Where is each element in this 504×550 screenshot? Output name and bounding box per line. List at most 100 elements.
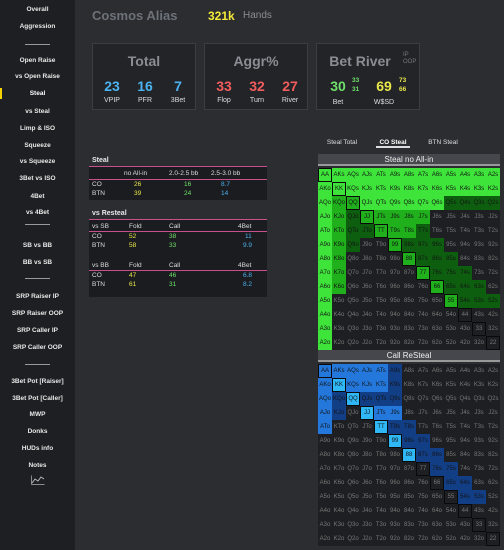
resteal-hand-cell[interactable]: 82o (402, 532, 416, 546)
resteal-hand-cell[interactable]: KJs (360, 378, 374, 392)
resteal-hand-cell[interactable]: 43o (458, 518, 472, 532)
steal-hand-cell[interactable]: J7s (416, 210, 430, 224)
steal-hand-cell[interactable]: 72s (486, 266, 500, 280)
steal-hand-cell[interactable]: ATo (318, 224, 332, 238)
resteal-hand-cell[interactable]: Q5o (346, 490, 360, 504)
resteal-hand-cell[interactable]: J9o (360, 434, 374, 448)
sidebar-item-vs-steal[interactable]: vs Steal (25, 108, 50, 115)
resteal-hand-cell[interactable]: Q7s (416, 392, 430, 406)
resteal-hand-cell[interactable]: 93s (472, 434, 486, 448)
steal-hand-cell[interactable]: 84o (402, 308, 416, 322)
steal-hand-cell[interactable]: K4s (458, 182, 472, 196)
resteal-hand-cell[interactable]: 92o (388, 532, 402, 546)
steal-hand-cell[interactable]: J8o (360, 252, 374, 266)
steal-hand-cell[interactable]: Q3o (346, 322, 360, 336)
resteal-hand-cell[interactable]: A4o (318, 504, 332, 518)
resteal-hand-cell[interactable]: 53s (472, 490, 486, 504)
resteal-hand-cell[interactable]: AQs (346, 364, 360, 378)
resteal-hand-cell[interactable]: Q2s (486, 392, 500, 406)
sidebar-item-srp-raiser-oop[interactable]: SRP Raiser OOP (11, 310, 64, 317)
steal-hand-cell[interactable]: 62s (486, 280, 500, 294)
resteal-hand-cell[interactable]: T9o (374, 434, 388, 448)
steal-hand-cell[interactable]: J6o (360, 280, 374, 294)
resteal-hand-cell[interactable]: K9o (332, 434, 346, 448)
sidebar-item-4bet[interactable]: 4Bet (30, 193, 45, 200)
resteal-hand-cell[interactable]: 93o (388, 518, 402, 532)
steal-hand-cell[interactable]: J7o (360, 266, 374, 280)
resteal-hand-cell[interactable]: AJo (318, 406, 332, 420)
steal-hand-cell[interactable]: 74s (458, 266, 472, 280)
steal-hand-cell[interactable]: J4o (360, 308, 374, 322)
steal-hand-cell[interactable]: K2s (486, 182, 500, 196)
steal-hand-cell[interactable]: A9o (318, 238, 332, 252)
steal-hand-cell[interactable]: 75o (416, 294, 430, 308)
resteal-hand-cell[interactable]: 83o (402, 518, 416, 532)
resteal-hand-cell[interactable]: ATo (318, 420, 332, 434)
resteal-hand-cell[interactable]: A5s (444, 364, 458, 378)
steal-hand-cell[interactable]: 65s (444, 280, 458, 294)
steal-hand-cell[interactable]: 72o (416, 336, 430, 350)
resteal-hand-cell[interactable]: Q4s (458, 392, 472, 406)
steal-hand-cell[interactable]: A6o (318, 280, 332, 294)
steal-hand-cell[interactable]: A6s (430, 168, 444, 182)
resteal-hand-cell[interactable]: 72o (416, 532, 430, 546)
resteal-hand-cell[interactable]: 98s (402, 434, 416, 448)
resteal-hand-cell[interactable]: T2o (374, 532, 388, 546)
resteal-hand-cell[interactable]: T9s (388, 420, 402, 434)
steal-hand-cell[interactable]: KQs (346, 182, 360, 196)
resteal-hand-cell[interactable]: 99 (388, 434, 402, 448)
steal-hand-cell[interactable]: 32s (486, 322, 500, 336)
resteal-hand-cell[interactable]: Q3s (472, 392, 486, 406)
steal-hand-cell[interactable]: JJ (360, 210, 374, 224)
steal-hand-cell[interactable]: T2o (374, 336, 388, 350)
steal-hand-cell[interactable]: KK (332, 182, 346, 196)
steal-hand-cell[interactable]: T4o (374, 308, 388, 322)
resteal-hand-cell[interactable]: AJs (360, 364, 374, 378)
steal-hand-cell[interactable]: J3s (472, 210, 486, 224)
steal-hand-cell[interactable]: Q5s (444, 196, 458, 210)
steal-hand-cell[interactable]: 95o (388, 294, 402, 308)
resteal-hand-cell[interactable]: J5s (444, 406, 458, 420)
resteal-hand-cell[interactable]: JJ (360, 406, 374, 420)
resteal-hand-cell[interactable]: 95s (444, 434, 458, 448)
sidebar-item-vs-4bet[interactable]: vs 4Bet (25, 209, 50, 216)
line-chart-icon[interactable] (31, 475, 45, 485)
resteal-hand-cell[interactable]: KK (332, 378, 346, 392)
resteal-hand-cell[interactable]: A7s (416, 364, 430, 378)
resteal-hand-cell[interactable]: Q8s (402, 392, 416, 406)
resteal-hand-cell[interactable]: K4s (458, 378, 472, 392)
resteal-hand-cell[interactable]: K3s (472, 378, 486, 392)
steal-hand-cell[interactable]: A3s (472, 168, 486, 182)
steal-hand-cell[interactable]: A2o (318, 336, 332, 350)
resteal-hand-cell[interactable]: J7s (416, 406, 430, 420)
steal-hand-cell[interactable]: KTs (374, 182, 388, 196)
resteal-hand-cell[interactable]: JTo (360, 420, 374, 434)
resteal-hand-cell[interactable]: J3s (472, 406, 486, 420)
resteal-hand-cell[interactable]: T6o (374, 476, 388, 490)
steal-hand-cell[interactable]: T3o (374, 322, 388, 336)
steal-hand-cell[interactable]: 87s (416, 252, 430, 266)
resteal-hand-cell[interactable]: QTo (346, 420, 360, 434)
steal-hand-cell[interactable]: 85o (402, 294, 416, 308)
resteal-hand-cell[interactable]: T8s (402, 420, 416, 434)
steal-hand-cell[interactable]: T6o (374, 280, 388, 294)
steal-hand-cell[interactable]: AJs (360, 168, 374, 182)
steal-hand-cell[interactable]: K2o (332, 336, 346, 350)
steal-hand-cell[interactable]: 92s (486, 238, 500, 252)
resteal-hand-cell[interactable]: 85o (402, 490, 416, 504)
resteal-hand-cell[interactable]: T5o (374, 490, 388, 504)
steal-hand-cell[interactable]: QQ (346, 196, 360, 210)
resteal-hand-cell[interactable]: K5o (332, 490, 346, 504)
sidebar-item-overall[interactable]: Overall (26, 6, 49, 13)
steal-hand-cell[interactable]: T8o (374, 252, 388, 266)
resteal-hand-cell[interactable]: AKs (332, 364, 346, 378)
resteal-hand-cell[interactable]: A2o (318, 532, 332, 546)
steal-hand-cell[interactable]: Q5o (346, 294, 360, 308)
steal-hand-cell[interactable]: 75s (444, 266, 458, 280)
steal-hand-cell[interactable]: K5o (332, 294, 346, 308)
resteal-hand-cell[interactable]: 88 (402, 448, 416, 462)
steal-hand-cell[interactable]: QJs (360, 196, 374, 210)
resteal-hand-cell[interactable]: K2o (332, 532, 346, 546)
steal-hand-cell[interactable]: T6s (430, 224, 444, 238)
steal-hand-cell[interactable]: 96o (388, 280, 402, 294)
